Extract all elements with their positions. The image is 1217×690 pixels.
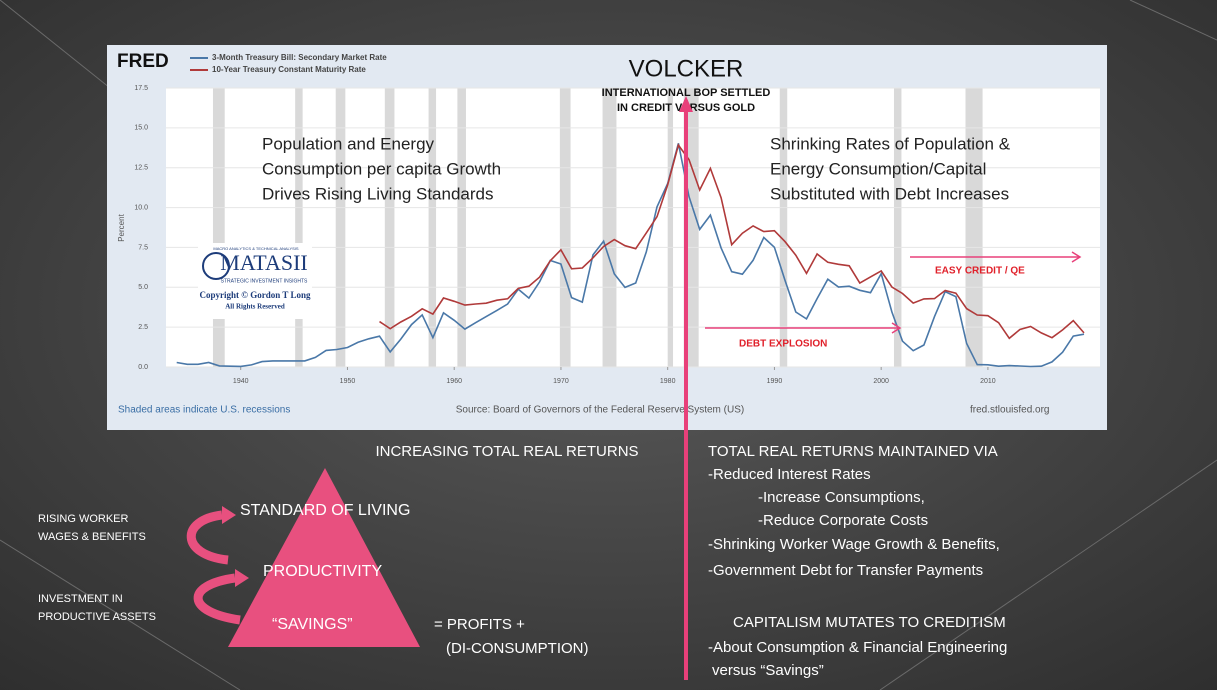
recession-band (559, 88, 571, 367)
text-line: CAPITALISM MUTATES TO CREDITISM (733, 614, 1006, 631)
recession-band (667, 88, 674, 367)
arrows (705, 251, 1082, 334)
pyramid-label: STANDARD OF LIVING (240, 502, 410, 519)
legend-entry: 10-Year Treasury Constant Maturity Rate (212, 65, 366, 74)
x-tick-label: 2000 (873, 378, 889, 385)
text-line: TOTAL REAL RETURNS MAINTAINED VIA (708, 443, 998, 460)
footer: Source: Board of Governors of the Federa… (456, 405, 744, 416)
pyramid (228, 468, 420, 647)
text-line: versus “Savings” (712, 662, 824, 679)
side-label: PRODUCTIVE ASSETS (38, 611, 156, 623)
recession-band (893, 88, 902, 367)
x-tick-label: 2010 (980, 378, 996, 385)
x-tick-label: 1940 (233, 378, 249, 385)
text-line: -Reduced Interest Rates (708, 466, 871, 483)
recession-band (428, 88, 437, 367)
equation: = PROFITS + (434, 616, 525, 633)
arrow-head (222, 506, 236, 524)
footer: Shaded areas indicate U.S. recessions (118, 405, 290, 416)
recession-band (335, 88, 346, 367)
logo-text: STRATEGIC INVESTMENT INSIGHTS (221, 278, 308, 284)
series-line (176, 143, 1085, 368)
recession-band (212, 88, 225, 367)
x-tick-label: 1980 (660, 378, 676, 385)
curved-arrows (186, 510, 241, 625)
y-tick-label: 2.5 (138, 324, 148, 331)
logo-text: MACRO ANALYTICS & TECHNICAL ANALYSIS (213, 246, 299, 251)
footer: fred.stlouisfed.org (970, 405, 1050, 416)
chart-title: FRED (117, 51, 169, 72)
pyramid-label: PRODUCTIVITY (263, 563, 382, 580)
annotation: Drives Rising Living Standards (262, 184, 494, 203)
heading: INCREASING TOTAL REAL RETURNS (375, 443, 638, 460)
arrow-head (679, 96, 693, 112)
logo-text: MATASII (220, 250, 307, 275)
text-line: -Increase Consumptions, (758, 489, 925, 506)
pyramid-label: “SAVINGS” (272, 616, 353, 633)
y-tick-label: 17.5 (134, 85, 148, 92)
recession-band (295, 88, 303, 367)
text-line: -About Consumption & Financial Engineeri… (708, 639, 1007, 656)
annotation: Population and Energy (262, 134, 435, 153)
recession-band (384, 88, 395, 367)
y-tick-label: 12.5 (134, 165, 148, 172)
series-line (379, 143, 1085, 340)
chart: 0.0 2.5 5.0 7.5 10.0 12.5 15.0 17.5 1940 1950 1960… (134, 85, 1100, 385)
annotation: DEBT EXPLOSION (739, 339, 827, 350)
side-label: INVESTMENT IN (38, 593, 123, 605)
plot-area (166, 88, 1100, 367)
x-tick-label: 1950 (340, 378, 356, 385)
equation: (DI-CONSUMPTION) (446, 640, 589, 657)
x-tick-label: 1990 (767, 378, 783, 385)
y-tick-label: 7.5 (138, 244, 148, 251)
x-tick-label: 1960 (446, 378, 462, 385)
recession-band (779, 88, 788, 367)
logo-text: All Rights Reserved (225, 303, 285, 311)
annotation: Substituted with Debt Increases (770, 184, 1009, 203)
arrow-head (235, 569, 249, 587)
text-line: -Reduce Corporate Costs (758, 512, 928, 529)
y-tick-label: 0.0 (138, 364, 148, 371)
side-label: RISING WORKER (38, 513, 129, 525)
text-line: -Government Debt for Transfer Payments (708, 562, 983, 579)
annotation: Consumption per capita Growth (262, 159, 501, 178)
logo-text: Copyright © Gordon T Long (200, 290, 311, 300)
logo-box (198, 243, 312, 319)
y-tick-label: 15.0 (134, 125, 148, 132)
y-tick-label: 5.0 (138, 284, 148, 291)
annotation: EASY CREDIT / QE (935, 266, 1025, 277)
annotation: Energy Consumption/Capital (770, 159, 986, 178)
recession-band (602, 88, 617, 367)
annotation: VOLCKER (629, 55, 744, 82)
logo-icon (202, 252, 230, 280)
text-line: -Shrinking Worker Wage Growth & Benefits… (708, 536, 1000, 553)
side-label: WAGES & BENEFITS (38, 531, 146, 543)
legend-entry: 3-Month Treasury Bill: Secondary Market … (212, 53, 387, 62)
annotation: Shrinking Rates of Population & (770, 134, 1011, 153)
y-axis-label: Percent (117, 213, 126, 241)
recession-band (457, 88, 466, 367)
annotation: INTERNATIONAL BOP SETTLED (602, 87, 771, 99)
x-tick-label: 1970 (553, 378, 569, 385)
y-tick-label: 10.0 (134, 204, 148, 211)
recession-band (965, 88, 983, 367)
